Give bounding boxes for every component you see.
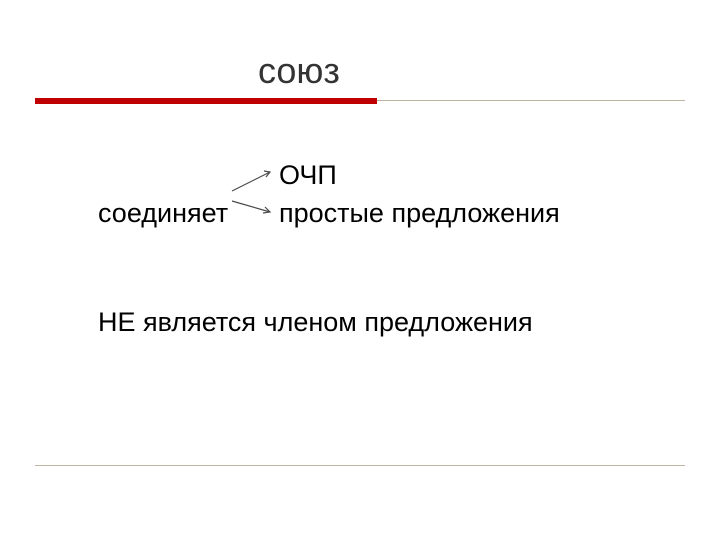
text-connects: соединяет [98,198,228,229]
text-ochp: ОЧП [279,160,337,191]
text-simple-sentences: простые предложения [279,198,560,229]
bottom-rule [35,465,685,466]
slide-title: союз [258,50,340,92]
text-not-member: НЕ является членом предложения [98,307,533,338]
arrow-up-icon [230,169,272,193]
title-underline-thin [377,100,685,101]
arrow-down-icon [230,198,272,215]
title-underline-red [35,98,377,104]
